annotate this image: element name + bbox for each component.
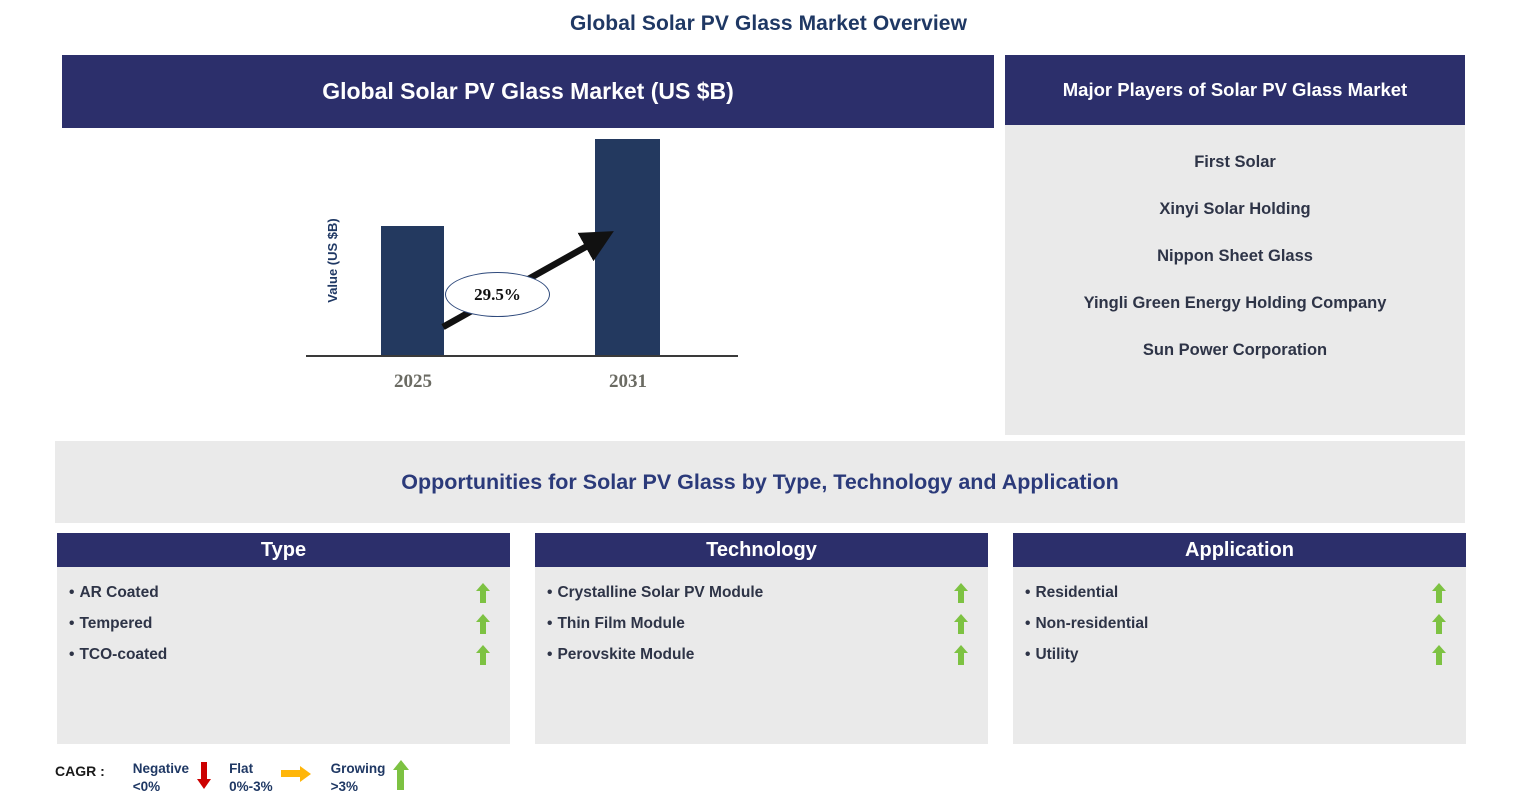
list-item: • Perovskite Module (547, 639, 974, 670)
legend-growing-text: Growing >3% (330, 761, 386, 794)
bullet-icon: • (1025, 645, 1031, 663)
category-body-type: • AR Coated • Tempered • TCO-coated (57, 567, 510, 744)
arrow-up-icon (476, 582, 490, 603)
category-item-label: • Crystalline Solar PV Module (547, 583, 764, 601)
legend-item-negative: Negative <0% (133, 760, 219, 796)
list-item: Nippon Sheet Glass (1157, 247, 1313, 266)
page-title: Global Solar PV Glass Market Overview (569, 12, 968, 35)
bullet-icon: • (1025, 583, 1031, 601)
list-item: Sun Power Corporation (1142, 341, 1328, 360)
category-body-application: • Residential • Non-residential • Utility (1013, 567, 1466, 744)
arrow-up-icon (476, 613, 490, 634)
category-panel-application: Application • Residential • Non-residentia… (1013, 533, 1466, 744)
list-item: • TCO-coated (69, 639, 496, 670)
cagr-legend-title: CAGR : (55, 763, 105, 779)
market-chart-panel: Global Solar PV Glass Market (US $B) Val… (62, 55, 994, 479)
cagr-callout: 29.5% (445, 272, 550, 317)
category-body-technology: • Crystalline Solar PV Module • Thin Film … (535, 567, 988, 744)
cagr-value: 29.5% (474, 284, 521, 304)
category-panel-type: Type • AR Coated • Tempered • TCO-coated (57, 533, 510, 744)
category-panel-technology: Technology • Crystalline Solar PV Module … (535, 533, 988, 744)
arrow-up-icon (1432, 582, 1446, 603)
category-item-label: • Perovskite Module (547, 645, 695, 663)
chart-y-axis-label: Value (US $B) (324, 218, 340, 303)
list-item: • Crystalline Solar PV Module (547, 577, 974, 608)
major-players-header: Major Players of Solar PV Glass Market (1005, 55, 1465, 125)
arrow-up-icon (476, 644, 490, 665)
category-item-label: • Tempered (69, 614, 153, 632)
arrow-up-icon (1432, 644, 1446, 665)
bullet-icon: • (547, 583, 553, 601)
legend-item-growing: Growing >3% (331, 760, 418, 796)
arrow-up-icon (954, 613, 968, 634)
bullet-icon: • (547, 645, 553, 663)
major-players-panel: Major Players of Solar PV Glass Market F… (1005, 55, 1465, 435)
category-header-technology: Technology (535, 533, 988, 567)
chart-plot-area: Value (US $B) 2025 2031 29.5% Source : L… (62, 128, 994, 479)
arrow-down-icon (197, 760, 212, 790)
list-item: • Utility (1025, 639, 1452, 670)
category-item-label: • Utility (1025, 645, 1079, 663)
category-item-label: • AR Coated (69, 583, 159, 601)
x-tick-label-2031: 2031 (609, 371, 647, 392)
list-item: Xinyi Solar Holding (1159, 200, 1311, 219)
opportunities-title: Opportunities for Solar PV Glass by Type… (401, 469, 1119, 494)
cagr-legend: CAGR : Negative <0% Flat 0%-3% Growing >… (55, 760, 427, 804)
category-item-label: • Non-residential (1025, 614, 1149, 632)
arrow-up-icon (954, 582, 968, 603)
legend-item-flat: Flat 0%-3% (229, 760, 321, 796)
arrow-right-icon (280, 765, 313, 789)
category-header-type: Type (57, 533, 510, 567)
list-item: • AR Coated (69, 577, 496, 608)
bullet-icon: • (1025, 614, 1031, 632)
bullet-icon: • (69, 614, 75, 632)
bar-2025 (381, 226, 444, 356)
list-item: Yingli Green Energy Holding Company (1083, 294, 1387, 313)
list-item: • Non-residential (1025, 608, 1452, 639)
bullet-icon: • (69, 645, 75, 663)
list-item: • Thin Film Module (547, 608, 974, 639)
legend-negative-text: Negative <0% (132, 761, 190, 794)
x-tick-label-2025: 2025 (394, 371, 432, 392)
category-item-label: • TCO-coated (69, 645, 168, 663)
major-players-list: First Solar Xinyi Solar Holding Nippon S… (1005, 125, 1465, 435)
category-item-label: • Residential (1025, 583, 1119, 601)
list-item: • Tempered (69, 608, 496, 639)
arrow-up-icon (393, 760, 410, 792)
list-item: First Solar (1194, 153, 1276, 171)
bullet-icon: • (547, 614, 553, 632)
bar-2031 (595, 139, 660, 356)
arrow-up-icon (954, 644, 968, 665)
chart-panel-header: Global Solar PV Glass Market (US $B) (62, 55, 994, 128)
bullet-icon: • (69, 583, 75, 601)
legend-flat-text: Flat 0%-3% (229, 761, 273, 794)
chart-x-axis-line (306, 355, 738, 357)
category-header-application: Application (1013, 533, 1466, 567)
arrow-up-icon (1432, 613, 1446, 634)
category-item-label: • Thin Film Module (547, 614, 685, 632)
opportunities-banner: Opportunities for Solar PV Glass by Type… (55, 441, 1465, 523)
list-item: • Residential (1025, 577, 1452, 608)
